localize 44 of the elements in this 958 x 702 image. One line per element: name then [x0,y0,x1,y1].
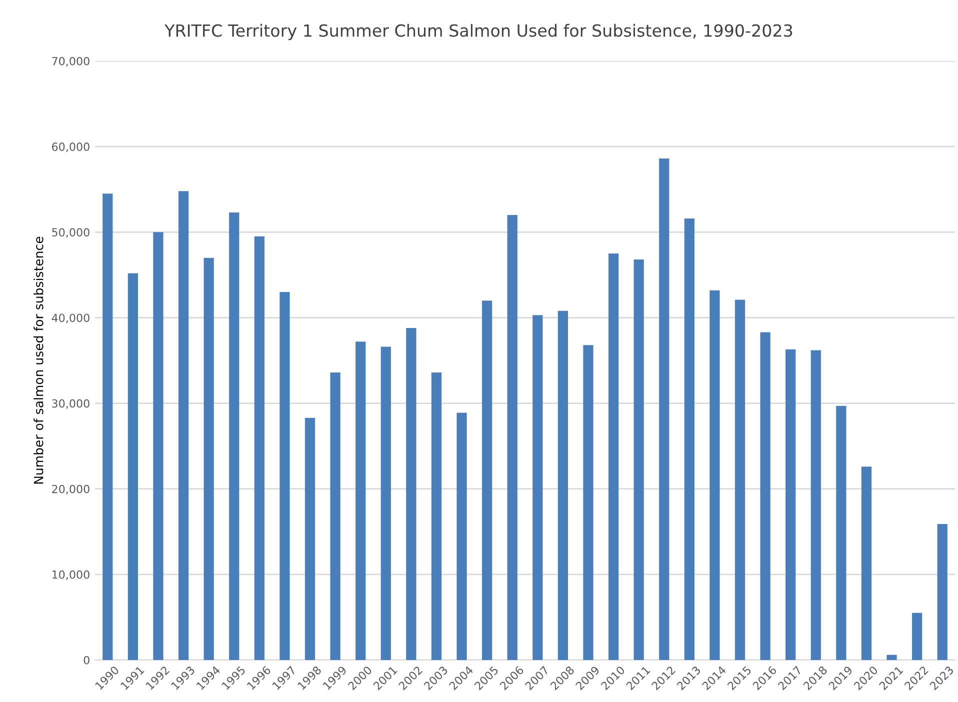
y-tick-label: 10,000 [52,570,90,580]
bar [482,300,492,660]
bar [583,345,594,660]
bar [254,236,264,660]
bar [810,350,821,660]
y-tick-label: 40,000 [52,314,90,324]
bar [178,191,189,660]
bar [153,232,164,660]
bar [734,300,746,660]
bar [431,372,442,660]
bar [558,310,568,660]
bar [102,194,113,660]
bar [204,258,214,660]
y-tick-label: 60,000 [52,142,90,152]
bar [760,332,770,660]
chart-title: YRITFC Territory 1 Summer Chum Salmon Used for Subsistence, 1990-2023 [164,24,792,40]
bar [456,412,467,660]
bar [330,372,340,660]
bar [380,346,391,660]
y-tick-label: 70,000 [52,56,90,67]
bar [937,524,948,660]
bar [128,273,138,660]
bar [861,466,872,660]
bar [280,292,290,660]
bar [684,218,694,660]
bar [356,342,366,660]
bar [608,254,619,660]
bar [710,290,720,660]
bar [304,418,316,660]
y-axis-title: Number of salmon used for subsistence [34,236,44,484]
bar [634,260,644,660]
bar [507,215,518,660]
y-tick-label: 30,000 [52,399,90,409]
bar [532,315,543,660]
bar [836,406,846,660]
bar [886,654,897,660]
y-tick-label: 0 [84,656,90,664]
y-tick-label: 20,000 [52,484,90,494]
bar [659,158,670,660]
bar [229,212,240,660]
bar [912,612,922,660]
bar [406,328,416,660]
bar [786,349,796,660]
y-tick-label: 50,000 [52,228,90,238]
